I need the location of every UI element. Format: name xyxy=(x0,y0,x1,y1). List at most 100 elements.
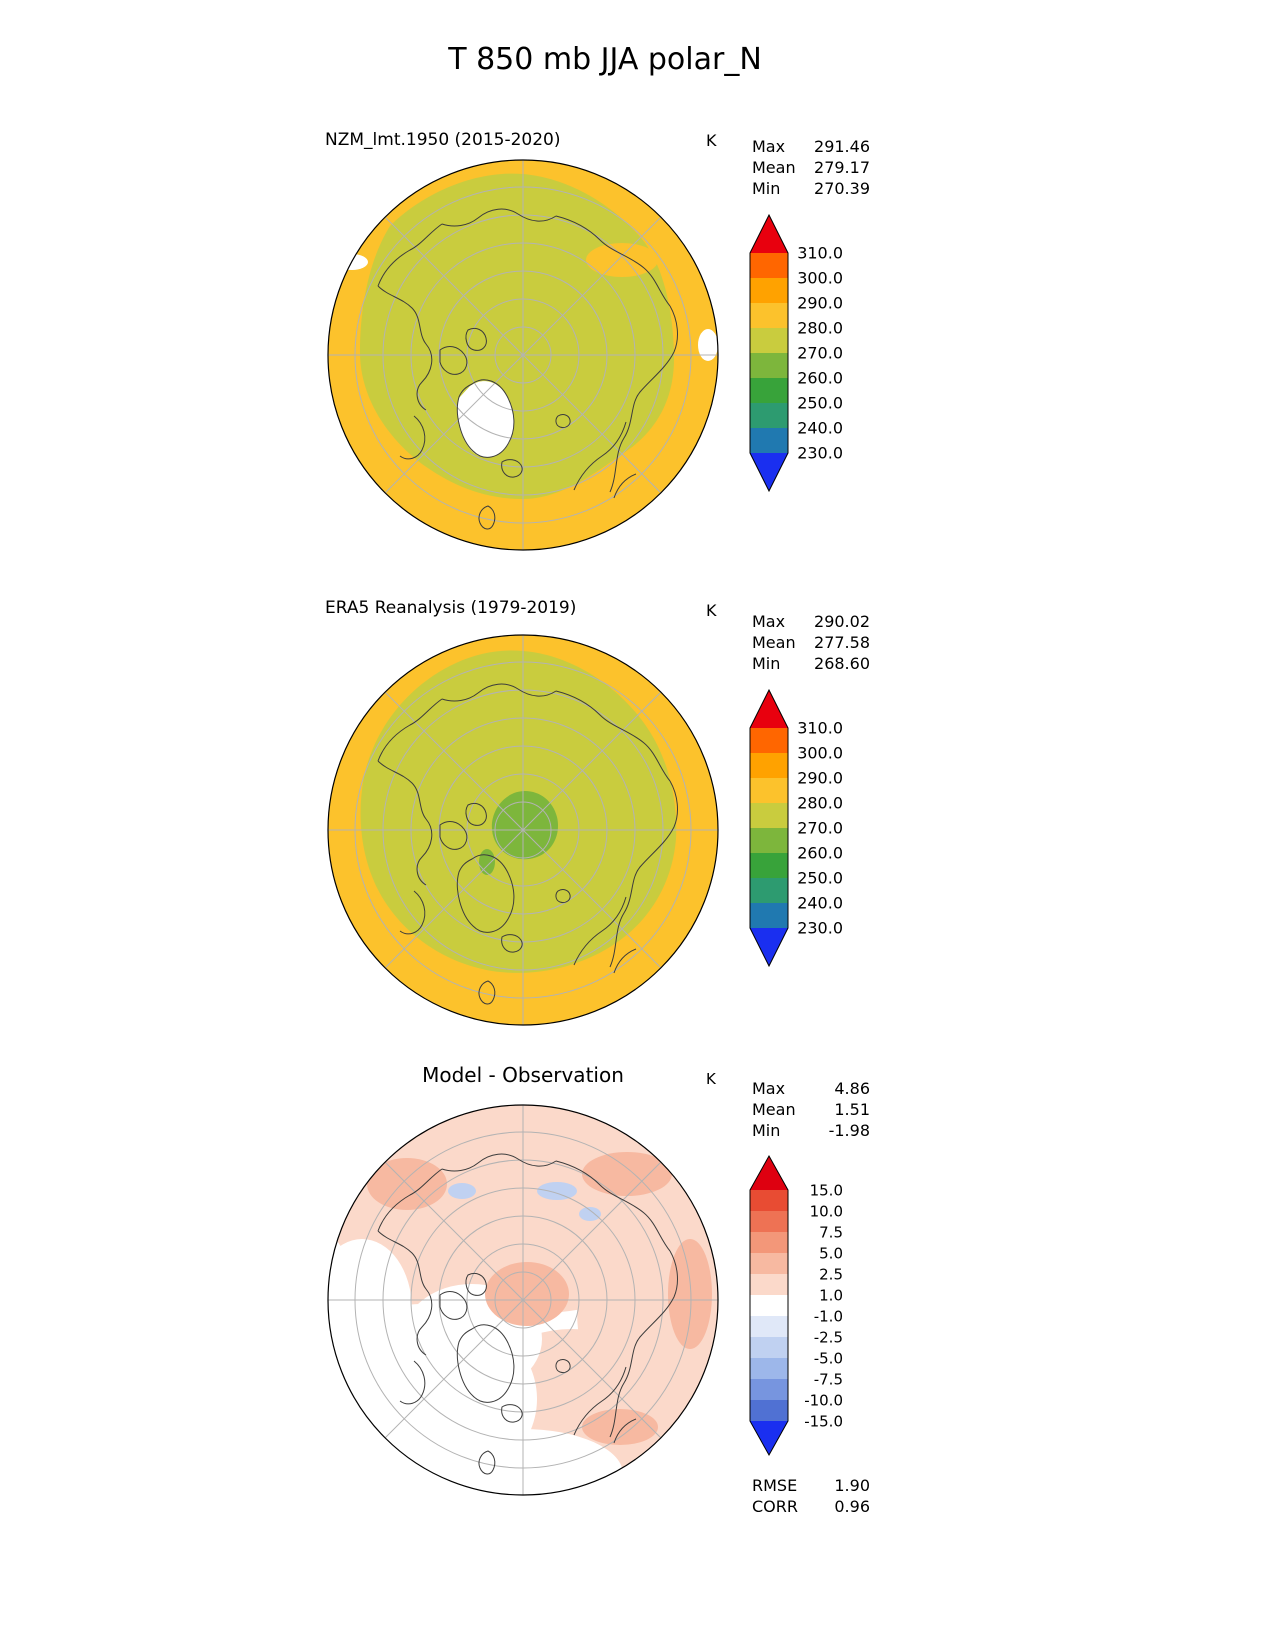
colorbar-tick-label: 280.0 xyxy=(797,319,843,338)
colorbar-tick-label: -5.0 xyxy=(814,1349,843,1367)
colorbar-segment xyxy=(750,1337,788,1359)
stats-block-difference: Max 4.86 Mean 1.51 Min -1.98 xyxy=(752,1078,870,1141)
colorbar-extend-low xyxy=(750,453,788,491)
field-cool-patch xyxy=(448,1183,476,1199)
colorbar-segment xyxy=(750,753,788,779)
colorbar-tick-label: 260.0 xyxy=(797,844,843,863)
stat-label: Max xyxy=(752,612,786,631)
colorbar-tick-label: 230.0 xyxy=(797,919,843,938)
colorbar-segment xyxy=(750,1211,788,1233)
stat-row-min: Min 268.60 xyxy=(752,653,870,674)
colorbar-tick-label: 250.0 xyxy=(797,394,843,413)
stat-row-mean: Mean 1.51 xyxy=(752,1099,870,1120)
stat-label: Mean xyxy=(752,158,796,177)
panel-title-difference: Model - Observation xyxy=(422,1063,624,1087)
colorbar-segment xyxy=(750,403,788,429)
colorbar-tick-label: 1.0 xyxy=(819,1286,843,1304)
colorbar-segment xyxy=(750,1400,788,1422)
colorbar-segment xyxy=(750,778,788,804)
stat-row-min: Min -1.98 xyxy=(752,1120,870,1141)
panel-title-model: NZM_lmt.1950 (2015-2020) xyxy=(325,130,561,150)
stat-row-max: Max 4.86 xyxy=(752,1078,870,1099)
colorbar-tick-label: 2.5 xyxy=(819,1265,843,1283)
map-boundary xyxy=(327,634,719,1026)
colorbar-tick-label: 300.0 xyxy=(797,744,843,763)
stat-row-max: Max 291.46 xyxy=(752,136,870,157)
colorbar-tick-label: 230.0 xyxy=(797,444,843,463)
figure-title: T 850 mb JJA polar_N xyxy=(448,42,762,77)
colorbar-tick-label: 5.0 xyxy=(819,1244,843,1262)
colorbar-tick-label: 240.0 xyxy=(797,894,843,913)
stat-value: -1.98 xyxy=(828,1121,870,1140)
stat-label: Mean xyxy=(752,1100,796,1119)
colorbar-extend-high xyxy=(750,690,788,728)
colorbar-segment xyxy=(750,1358,788,1380)
colorbar-segment xyxy=(750,1316,788,1338)
stat-value: 270.39 xyxy=(814,179,870,198)
colorbar-segment xyxy=(750,1253,788,1275)
colorbar-extend-low xyxy=(750,1421,788,1455)
temperature-field-observation xyxy=(328,635,718,1025)
colorbar-tick-label: 7.5 xyxy=(819,1223,843,1241)
stat-label: CORR xyxy=(752,1497,798,1516)
colorbar-tick-label: 270.0 xyxy=(797,344,843,363)
colorbar-tick-label: 260.0 xyxy=(797,369,843,388)
stat-value: 4.86 xyxy=(834,1079,870,1098)
field-warm-2.5-5-pole xyxy=(485,1262,569,1326)
colorbar-outline xyxy=(749,213,789,493)
field-neutral-patch xyxy=(328,1239,412,1379)
colorbar-segment xyxy=(750,1379,788,1401)
colorbar-tick-label: 280.0 xyxy=(797,794,843,813)
field-260-270K-pole xyxy=(491,791,559,860)
stat-label: RMSE xyxy=(752,1476,798,1495)
colorbar-tick-label: 310.0 xyxy=(797,244,843,263)
stat-value: 277.58 xyxy=(814,633,870,652)
field-cool-patch xyxy=(579,1207,601,1221)
colorbar-tick-label: 300.0 xyxy=(797,269,843,288)
metrics-block: RMSE 1.90 CORR 0.96 xyxy=(752,1475,870,1517)
colorbar-segment xyxy=(750,1190,788,1212)
colorbar-segment xyxy=(750,378,788,404)
stat-label: Mean xyxy=(752,633,796,652)
stat-row-mean: Mean 279.17 xyxy=(752,157,870,178)
colorbar-segment xyxy=(750,428,788,454)
units-label-difference: K xyxy=(706,1070,716,1088)
map-boundary xyxy=(327,159,719,551)
colorbar-outline xyxy=(749,1154,789,1457)
field-cool-patch xyxy=(537,1182,577,1200)
missing-data-patch xyxy=(698,329,718,361)
colorbar-extend-high xyxy=(750,1156,788,1190)
missing-data-greenland xyxy=(457,381,515,458)
colorbar-segment xyxy=(750,803,788,829)
graticule xyxy=(328,160,718,550)
colorbar-extend-high xyxy=(750,215,788,253)
colorbar-difference: 15.0 10.0 7.5 5.0 2.5 1.0 -1.0 -2.5 -5.0 -7.5 -10.… xyxy=(749,1154,843,1457)
field-warm-2.5-5 xyxy=(582,1152,672,1196)
colorbar-tick-label: 290.0 xyxy=(797,769,843,788)
colorbar-tick-label: -7.5 xyxy=(814,1370,843,1388)
polar-map-observation xyxy=(327,634,719,1026)
colorbar-segment xyxy=(750,828,788,854)
map-boundary xyxy=(327,1104,719,1496)
polar-map-difference xyxy=(327,1104,719,1496)
stats-block-model: Max 291.46 Mean 279.17 Min 270.39 xyxy=(752,136,870,199)
colorbar-tick-label: 240.0 xyxy=(797,419,843,438)
colorbar-segment xyxy=(750,1295,788,1317)
rmse-row: RMSE 1.90 xyxy=(752,1475,870,1496)
temperature-field-model xyxy=(328,160,718,550)
colorbar-extend-low xyxy=(750,928,788,966)
stat-value: 290.02 xyxy=(814,612,870,631)
stats-block-observation: Max 290.02 Mean 277.58 Min 268.60 xyxy=(752,611,870,674)
units-label-observation: K xyxy=(706,601,717,620)
stat-value: 279.17 xyxy=(814,158,870,177)
field-warm-2.5-5 xyxy=(668,1239,712,1349)
corr-row: CORR 0.96 xyxy=(752,1496,870,1517)
colorbar-segment xyxy=(750,1232,788,1254)
stat-label: Min xyxy=(752,1121,781,1140)
stat-label: Min xyxy=(752,654,781,673)
field-280-290K-patch xyxy=(586,243,658,277)
colorbar-segment xyxy=(750,328,788,354)
colorbar-tick-label: 10.0 xyxy=(810,1202,843,1220)
colorbar-segment xyxy=(750,353,788,379)
